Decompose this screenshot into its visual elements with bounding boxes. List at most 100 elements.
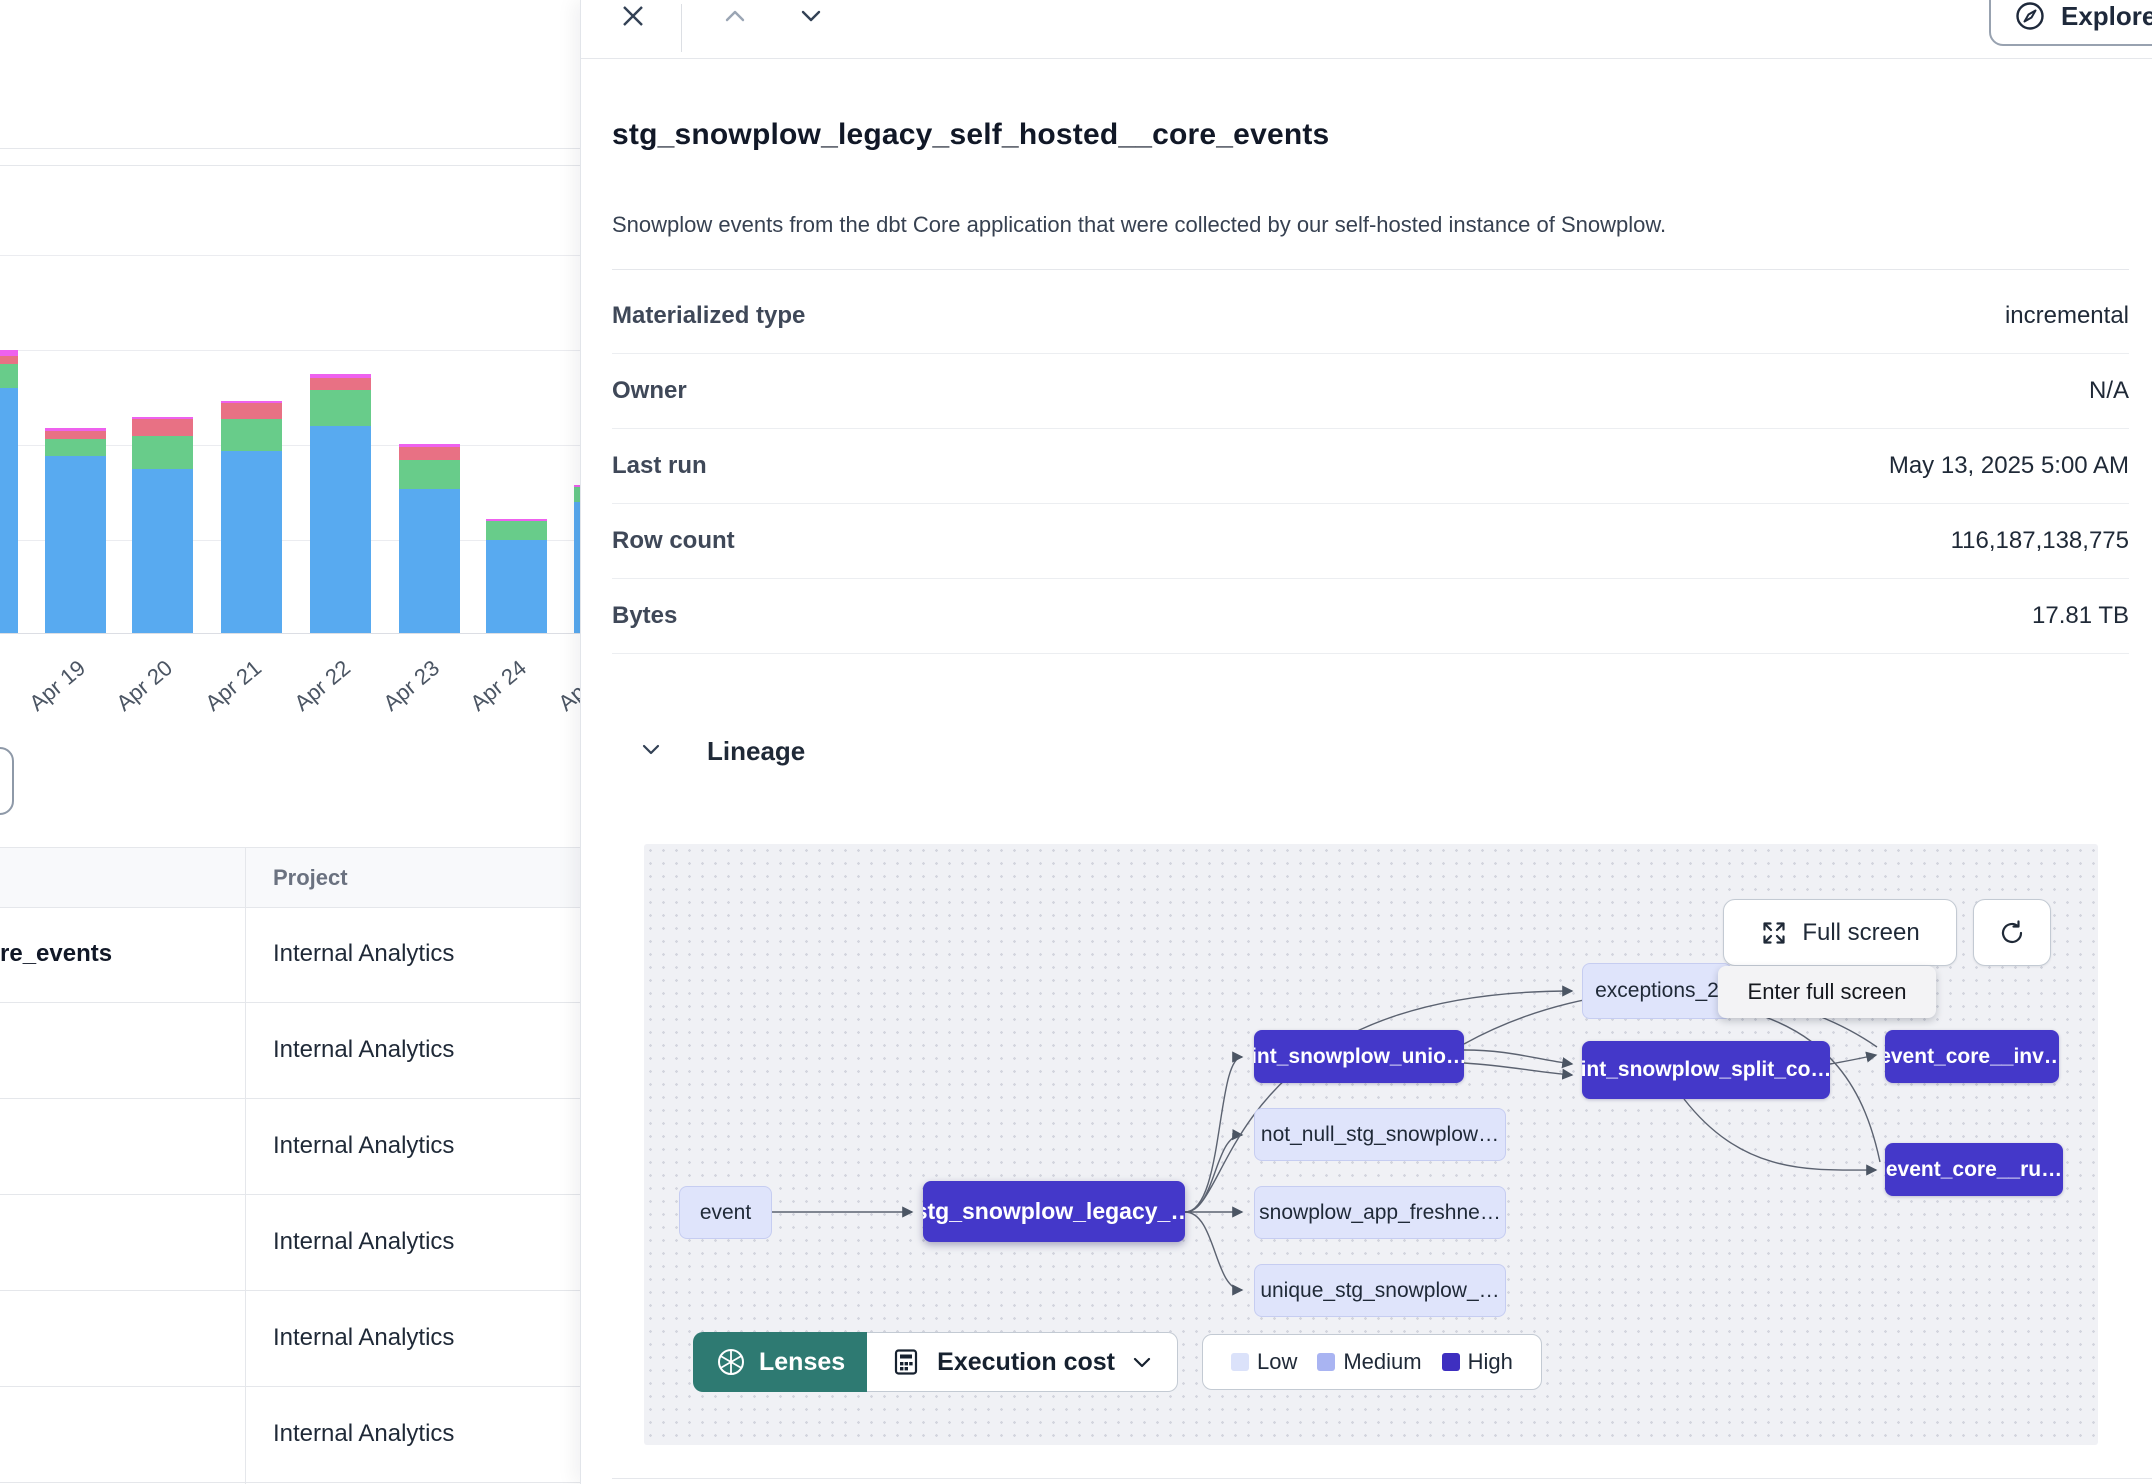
bar-segment-red: [399, 447, 460, 460]
lens-selected-value: Execution cost: [937, 1347, 1115, 1376]
table-row[interactable]: Internal Analytics: [0, 1002, 580, 1099]
metadata-value: incremental: [2004, 302, 2129, 329]
legend-swatch-medium: [1317, 1353, 1336, 1371]
bar-segment-green: [0, 364, 18, 388]
lenses-bar: Lenses Execution cost: [693, 1332, 1178, 1392]
legend-item-low: Low: [1231, 1349, 1297, 1375]
bar-segment-blue: [132, 469, 193, 633]
close-button[interactable]: [611, 0, 655, 37]
table-row[interactable]: Internal Analytics: [0, 1290, 580, 1387]
bar-segment-red: [221, 403, 282, 419]
lineage-node-exceptions[interactable]: exceptions_2: [1582, 963, 1732, 1019]
refresh-button[interactable]: [1973, 899, 2051, 966]
legend-label: Low: [1257, 1349, 1298, 1374]
lineage-node-stg[interactable]: stg_snowplow_legacy_…: [923, 1181, 1185, 1242]
table-column-divider: [245, 847, 246, 1484]
panel-bottom-divider: [612, 1478, 2152, 1479]
metadata-value: N/A: [2088, 377, 2129, 404]
table-row[interactable]: Internal Analytics: [0, 1098, 580, 1195]
x-axis-label: Apr 24: [464, 655, 531, 716]
bar-segment-magenta: [310, 374, 371, 378]
bar-segment-magenta: [486, 519, 547, 521]
x-axis-label: Apr 21: [199, 655, 266, 716]
metadata-value: 17.81 TB: [2032, 602, 2129, 629]
metadata-row-last-run: Last run May 13, 2025 5:00 AM: [612, 429, 2129, 504]
close-icon: [618, 1, 648, 34]
bar-segment-magenta: [132, 417, 193, 419]
chevron-down-icon: [1131, 1351, 1153, 1373]
metadata-row-bytes: Bytes 17.81 TB: [612, 579, 2129, 654]
bar-segment-magenta: [45, 428, 106, 431]
bar-segment-green: [310, 390, 371, 426]
cost-legend: Low Medium High: [1202, 1334, 1542, 1390]
chevron-down-icon: [798, 3, 824, 32]
explore-button[interactable]: Explore: [1989, 0, 2152, 46]
bar-segment-magenta: [399, 444, 460, 447]
fullscreen-button[interactable]: Full screen: [1723, 899, 1957, 966]
metadata-row-materialized-type: Materialized type incremental: [612, 279, 2129, 354]
next-item-button[interactable]: [789, 0, 833, 37]
calculator-icon: [891, 1347, 921, 1377]
bar-segment-green: [486, 521, 547, 540]
project-cell: Internal Analytics: [273, 1324, 455, 1351]
bar-segment-blue: [45, 456, 106, 633]
project-cell: Internal Analytics: [273, 1420, 455, 1447]
x-axis-label: Apr 19: [23, 655, 90, 716]
lens-selector[interactable]: Execution cost: [867, 1332, 1178, 1392]
compass-icon: [2013, 0, 2047, 33]
fullscreen-label: Full screen: [1802, 918, 1920, 946]
bar-segment-green: [132, 436, 193, 469]
lineage-node-event[interactable]: event: [679, 1186, 772, 1239]
cut-off-button[interactable]: [0, 747, 14, 815]
lineage-node-inv[interactable]: event_core__inv…: [1885, 1030, 2059, 1083]
project-column-header: Project: [273, 864, 348, 890]
table-row[interactable]: Internal Analytics: [0, 1386, 580, 1483]
model-title: stg_snowplow_legacy_self_hosted__core_ev…: [612, 118, 1330, 152]
panel-header: Explore: [581, 0, 2152, 59]
lenses-button[interactable]: Lenses: [693, 1332, 868, 1392]
legend-label: High: [1467, 1349, 1513, 1374]
bar-segment-blue: [399, 489, 460, 633]
x-axis-label: Apr 20: [110, 655, 177, 716]
chevron-down-icon[interactable]: [639, 737, 663, 766]
model-description: Snowplow events from the dbt Core applic…: [612, 212, 1667, 237]
bar-segment-red: [0, 356, 18, 364]
bar-segment-blue: [221, 451, 282, 633]
lineage-node-unio[interactable]: int_snowplow_unio…: [1254, 1030, 1464, 1083]
lineage-node-notnull[interactable]: not_null_stg_snowplow…: [1254, 1108, 1506, 1161]
model-detail-panel: Explore stg_snowplow_legacy_self_hosted_…: [580, 0, 2152, 1484]
project-cell: Internal Analytics: [273, 1132, 455, 1159]
bar-segment-green: [399, 460, 460, 489]
metadata-row-row-count: Row count 116,187,138,775: [612, 504, 2129, 579]
previous-item-button[interactable]: [713, 0, 757, 37]
legend-item-medium: Medium: [1317, 1349, 1422, 1375]
aperture-icon: [715, 1346, 747, 1378]
metadata-top-divider: [612, 269, 2129, 270]
chevron-up-icon: [722, 3, 748, 32]
bar-segment-green: [45, 439, 106, 456]
lineage-section-header[interactable]: Lineage: [639, 736, 805, 767]
bar-segment-blue: [486, 540, 547, 633]
bar-segment-red: [45, 431, 106, 439]
header-divider: [681, 4, 682, 52]
bar-segment-magenta: [221, 401, 282, 403]
expand-icon: [1760, 919, 1788, 947]
lineage-node-freshness[interactable]: snowplow_app_freshne…: [1254, 1186, 1506, 1239]
lineage-node-unique[interactable]: unique_stg_snowplow_…: [1254, 1264, 1506, 1317]
table-row[interactable]: Internal Analytics: [0, 1194, 580, 1291]
table-row[interactable]: re_events Internal Analytics: [0, 906, 580, 1003]
metadata-value: May 13, 2025 5:00 AM: [1888, 452, 2129, 479]
lineage-node-split[interactable]: int_snowplow_split_co…: [1582, 1041, 1830, 1099]
metadata-list: Materialized type incremental Owner N/A Last…: [612, 279, 2129, 654]
metadata-label: Bytes: [612, 602, 678, 629]
explore-label: Explore: [2061, 0, 2152, 31]
lineage-node-ru[interactable]: event_core__ru…: [1885, 1143, 2063, 1196]
metadata-label: Materialized type: [612, 302, 806, 329]
legend-item-high: High: [1441, 1349, 1513, 1375]
bar-segment-blue: [310, 426, 371, 633]
legend-label: Medium: [1343, 1349, 1422, 1374]
bar-segment-blue: [0, 388, 18, 633]
